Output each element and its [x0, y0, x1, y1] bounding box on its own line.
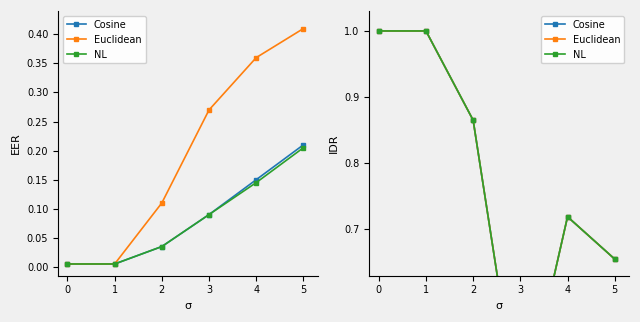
NL [422, 29, 430, 33]
Cosine [422, 29, 430, 33]
Line: Cosine: Cosine [376, 29, 617, 322]
Euclidean [111, 262, 118, 266]
NL [611, 257, 619, 261]
NL [564, 215, 572, 219]
Euclidean [252, 56, 260, 60]
Line: Euclidean: Euclidean [65, 26, 306, 266]
Euclidean [469, 118, 477, 122]
Euclidean [422, 29, 430, 33]
NL [111, 262, 118, 266]
Legend: Cosine, Euclidean, NL: Cosine, Euclidean, NL [63, 16, 145, 63]
Cosine [375, 29, 383, 33]
Cosine [205, 213, 213, 216]
Line: NL: NL [376, 29, 617, 322]
Cosine [564, 215, 572, 219]
NL [469, 118, 477, 122]
Euclidean [63, 262, 71, 266]
Euclidean [300, 27, 307, 31]
Line: Euclidean: Euclidean [376, 29, 617, 322]
Y-axis label: EER: EER [11, 132, 21, 154]
Euclidean [375, 29, 383, 33]
Cosine [300, 143, 307, 147]
Cosine [611, 257, 619, 261]
NL [63, 262, 71, 266]
Euclidean [205, 108, 213, 112]
NL [158, 245, 166, 249]
Euclidean [158, 201, 166, 205]
Cosine [63, 262, 71, 266]
X-axis label: σ: σ [495, 301, 502, 311]
NL [252, 181, 260, 185]
NL [205, 213, 213, 216]
Cosine [158, 245, 166, 249]
Euclidean [564, 215, 572, 219]
Y-axis label: IDR: IDR [329, 134, 339, 153]
Cosine [469, 118, 477, 122]
Cosine [111, 262, 118, 266]
NL [300, 146, 307, 150]
Line: NL: NL [65, 145, 306, 266]
X-axis label: σ: σ [184, 301, 191, 311]
Legend: Cosine, Euclidean, NL: Cosine, Euclidean, NL [541, 16, 624, 63]
Cosine [252, 178, 260, 182]
Euclidean [611, 257, 619, 261]
Line: Cosine: Cosine [65, 142, 306, 266]
NL [375, 29, 383, 33]
